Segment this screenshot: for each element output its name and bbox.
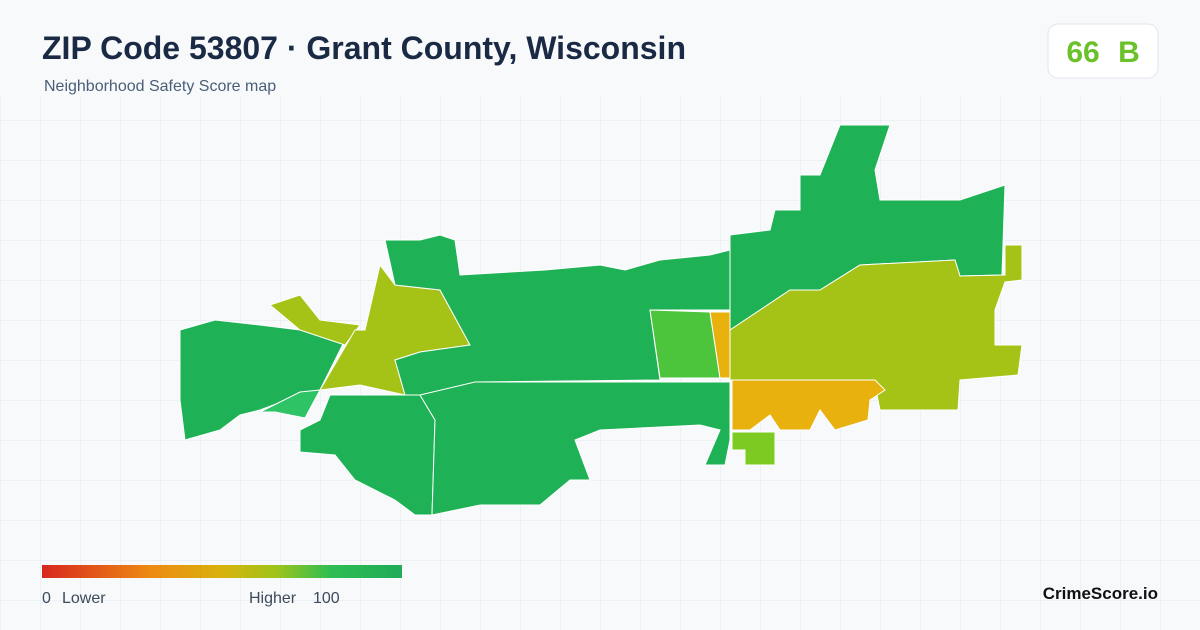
region (731, 431, 776, 466)
region (259, 389, 321, 419)
region (731, 379, 886, 431)
legend-gradient (42, 565, 402, 578)
score: 66 (1066, 36, 1099, 69)
legend-min: 0 (42, 590, 51, 607)
region (649, 309, 721, 379)
title: ZIP Code 53807 · Grant County, Wisconsin (42, 30, 686, 66)
region (268, 294, 361, 346)
legend-max: 100 (313, 590, 340, 607)
region (419, 381, 731, 516)
subtitle: Neighborhood Safety Score map (44, 78, 276, 95)
region (729, 244, 1023, 411)
map-regions (179, 124, 1023, 516)
score-badge (1047, 23, 1159, 79)
grade: B (1118, 36, 1140, 69)
legend-min-label: Lower (62, 590, 106, 607)
legend-max-label: Higher (249, 590, 297, 607)
brand: CrimeScore.io (1043, 584, 1158, 603)
